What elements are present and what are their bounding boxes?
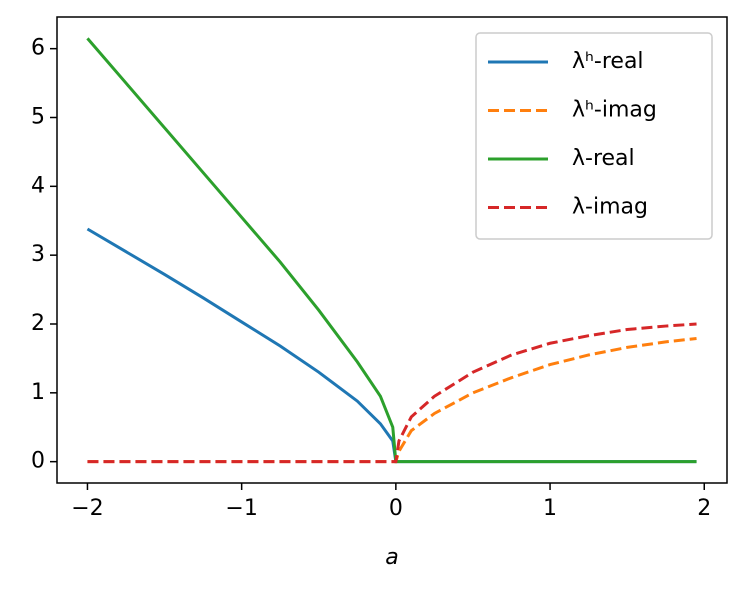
y-tick-label: 1 xyxy=(31,380,45,405)
y-tick-label: 3 xyxy=(31,242,45,267)
legend-label: λ-imag xyxy=(572,195,648,220)
legend-label: λ-real xyxy=(572,146,635,171)
x-tick-label: 1 xyxy=(543,496,557,521)
plot-frame xyxy=(56,16,728,484)
legend-label: λʰ-imag xyxy=(572,98,657,123)
legend-label: λʰ-real xyxy=(572,49,644,74)
x-tick-label: 2 xyxy=(697,496,711,521)
series-line xyxy=(87,322,697,464)
y-tick-label: 0 xyxy=(31,449,45,474)
y-tick-label: 2 xyxy=(31,311,45,336)
x-tick-label: −1 xyxy=(225,496,257,521)
y-tick-label: 4 xyxy=(31,173,45,198)
y-tick-label: 5 xyxy=(31,104,45,129)
y-tick-label: 6 xyxy=(31,36,45,61)
legend-box xyxy=(475,32,713,240)
x-axis-label: a xyxy=(385,545,398,570)
x-tick-label: 0 xyxy=(389,496,403,521)
x-tick-label: −2 xyxy=(71,496,103,521)
